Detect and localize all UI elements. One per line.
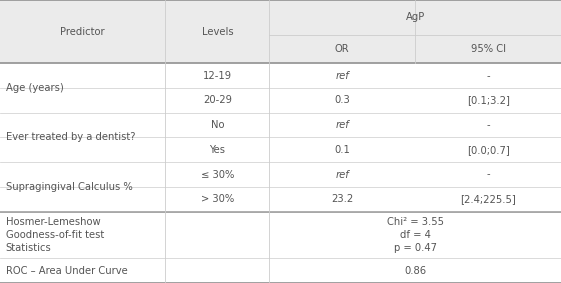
Text: Age (years): Age (years) [6, 83, 63, 93]
Text: [0.1;3.2]: [0.1;3.2] [467, 95, 509, 105]
Bar [0, 0, 561, 35]
Text: ref: ref [335, 120, 349, 130]
Text: Ever treated by a dentist?: Ever treated by a dentist? [6, 132, 135, 142]
Text: 95% CI: 95% CI [471, 44, 505, 54]
Text: ref: ref [335, 71, 349, 81]
Text: No: No [210, 120, 224, 130]
Text: ≤ 30%: ≤ 30% [201, 170, 234, 179]
Text: AgP: AgP [406, 12, 425, 22]
Text: 0.3: 0.3 [334, 95, 350, 105]
Text: Yes: Yes [209, 145, 226, 155]
Text: OR: OR [335, 44, 350, 54]
Bar [0, 138, 561, 162]
Text: 12-19: 12-19 [203, 71, 232, 81]
Bar [0, 63, 561, 88]
Bar [0, 258, 561, 283]
Text: Predictor: Predictor [61, 27, 105, 37]
Text: ref: ref [335, 170, 349, 179]
Text: [2.4;225.5]: [2.4;225.5] [460, 194, 516, 204]
Text: -: - [486, 170, 490, 179]
Text: Levels: Levels [201, 27, 233, 37]
Text: [0.0;0.7]: [0.0;0.7] [467, 145, 509, 155]
Bar [0, 162, 561, 187]
Bar [0, 187, 561, 212]
Bar [0, 212, 561, 258]
Text: 23.2: 23.2 [331, 194, 353, 204]
Bar [0, 35, 561, 63]
Text: Hosmer-Lemeshow
Goodness-of-fit test
Statistics: Hosmer-Lemeshow Goodness-of-fit test Sta… [6, 217, 104, 253]
Text: ROC – Area Under Curve: ROC – Area Under Curve [6, 266, 127, 276]
Text: -: - [486, 120, 490, 130]
Text: 0.1: 0.1 [334, 145, 350, 155]
Text: > 30%: > 30% [201, 194, 234, 204]
Text: 0.86: 0.86 [404, 266, 426, 276]
Text: 20-29: 20-29 [203, 95, 232, 105]
Bar [0, 88, 561, 113]
Text: Chi² = 3.55
df = 4
p = 0.47: Chi² = 3.55 df = 4 p = 0.47 [387, 217, 444, 253]
Bar [0, 113, 561, 138]
Text: -: - [486, 71, 490, 81]
Text: Supragingival Calculus %: Supragingival Calculus % [6, 182, 132, 192]
